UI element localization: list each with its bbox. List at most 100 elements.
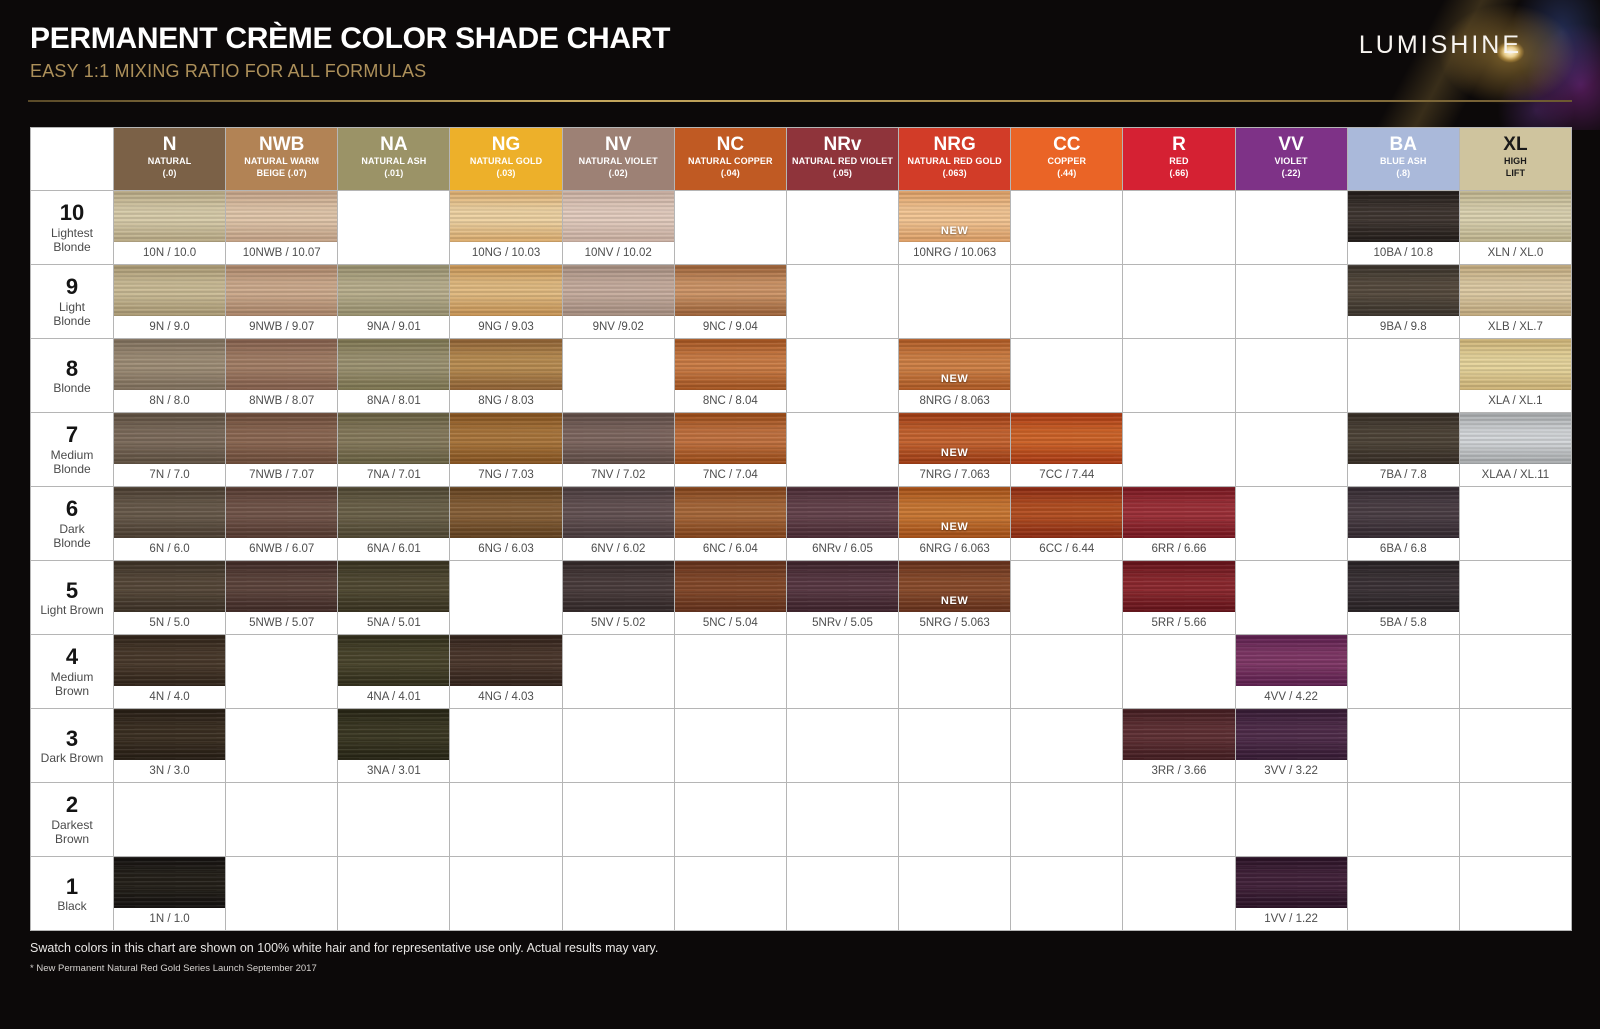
empty-cell-3-cc: [1011, 709, 1123, 782]
shade-cell-9nwb: 9NWB / 9.07: [226, 265, 338, 338]
shade-cell-7na: 7NA / 7.01: [338, 413, 450, 486]
shade-table: N NATURAL (.0) NWB NATURAL WARM BEIGE (.07) NA…: [30, 127, 1572, 931]
empty-cell-2-n: [114, 783, 226, 856]
row-label-10: 10 Lightest Blonde: [31, 191, 113, 264]
shade-code-label: 1N / 1.0: [149, 913, 190, 925]
column-header-nc: NC NATURAL COPPER (.04): [674, 128, 786, 190]
column-subtitle: (.02): [608, 167, 628, 178]
shade-code-label: 5NRv / 5.05: [812, 617, 873, 629]
hair-swatch: [1011, 487, 1123, 538]
row-level-number: 9: [65, 274, 79, 300]
hair-swatch: [674, 561, 786, 612]
column-subtitle: (.0): [162, 167, 177, 178]
hair-swatch: [226, 339, 338, 390]
empty-cell-1-nv: [562, 857, 674, 930]
shade-code-label: 6CC / 6.44: [1039, 543, 1095, 555]
row-level-name: Dark Brown: [40, 750, 104, 765]
empty-cell-1-na: [338, 857, 450, 930]
empty-cell-2-nv: [562, 783, 674, 856]
shade-code-label: 6NG / 6.03: [478, 543, 534, 555]
shade-code-label: XLN / XL.0: [1487, 247, 1544, 259]
shade-code-label: 5NRG / 5.063: [919, 617, 990, 629]
empty-cell-8-r: [1123, 339, 1235, 412]
row-level-number: 4: [65, 644, 79, 670]
shade-code-label: 9NWB / 9.07: [249, 321, 315, 333]
hair-swatch: [674, 413, 786, 464]
column-letter: N: [162, 134, 177, 155]
shade-cell-4ng: 4NG / 4.03: [450, 635, 562, 708]
shade-code-label: 5NA / 5.01: [367, 617, 421, 629]
row-level-number: 2: [65, 792, 79, 818]
column-header-nrg: NRG NATURAL RED GOLD (.063): [899, 128, 1011, 190]
row-level-number: 3: [65, 725, 79, 751]
column-subtitle: (.01): [384, 167, 404, 178]
hair-swatch: [338, 635, 450, 686]
empty-cell-7-nrv: [786, 413, 899, 486]
row-level-number: 10: [59, 200, 85, 226]
shade-code-label: 6RR / 6.66: [1151, 543, 1207, 555]
empty-cell-4-xl: [1459, 635, 1571, 708]
hair-swatch: [338, 709, 450, 760]
empty-cell-4-nv: [562, 635, 674, 708]
shade-cell-xlb: XLB / XL.7: [1459, 265, 1571, 338]
shade-code-label: 3RR / 3.66: [1151, 765, 1207, 777]
shade-cell-3vv: 3VV / 3.22: [1235, 709, 1347, 782]
shade-cell-xla: XLA / XL.1: [1459, 339, 1571, 412]
shade-cell-5nrv: 5NRv / 5.05: [786, 561, 899, 634]
shade-code-label: 4N / 4.0: [149, 691, 190, 703]
column-header-nwb: NWB NATURAL WARM BEIGE (.07): [226, 128, 338, 190]
row-level-number: 1: [65, 873, 79, 899]
empty-cell-5-vv: [1235, 561, 1347, 634]
new-badge: NEW: [940, 595, 969, 607]
column-subtitle: (.66): [1169, 167, 1189, 178]
column-header-ba: BA BLUE ASH (.8): [1347, 128, 1459, 190]
shade-code-label: 1VV / 1.22: [1264, 913, 1318, 925]
shade-cell-5nwb: 5NWB / 5.07: [226, 561, 338, 634]
hair-swatch: [338, 339, 450, 390]
empty-cell-6-xl: [1459, 487, 1571, 560]
empty-cell-9-nrv: [786, 265, 899, 338]
empty-cell-7-r: [1123, 413, 1235, 486]
empty-cell-6-vv: [1235, 487, 1347, 560]
shade-code-label: 5BA / 5.8: [1379, 617, 1427, 629]
empty-cell-10-nrv: [786, 191, 899, 264]
hair-swatch: [338, 561, 450, 612]
row-level-name: Medium Blonde: [50, 447, 94, 477]
empty-cell-7-vv: [1235, 413, 1347, 486]
shade-code-label: 10BA / 10.8: [1373, 247, 1433, 259]
empty-cell-2-cc: [1011, 783, 1123, 856]
shade-cell-6nrv: 6NRv / 6.05: [786, 487, 899, 560]
shade-code-label: 5RR / 5.66: [1151, 617, 1207, 629]
hair-swatch: [1123, 487, 1235, 538]
column-header-nv: NV NATURAL VIOLET (.02): [562, 128, 674, 190]
shade-cell-7nrg: NEW 7NRG / 7.063: [899, 413, 1011, 486]
new-badge: NEW: [940, 521, 969, 533]
row-label-7: 7 Medium Blonde: [31, 413, 113, 486]
shade-cell-3n: 3N / 3.0: [114, 709, 226, 782]
shade-cell-7n: 7N / 7.0: [114, 413, 226, 486]
hair-swatch: NEW: [899, 339, 1011, 390]
hair-swatch: [114, 413, 226, 464]
shade-cell-8nwb: 8NWB / 8.07: [226, 339, 338, 412]
shade-cell-9na: 9NA / 9.01: [338, 265, 450, 338]
column-subtitle: BLUE ASH: [1380, 155, 1427, 166]
shade-code-label: 5N / 5.0: [149, 617, 190, 629]
shade-cell-7ng: 7NG / 7.03: [450, 413, 562, 486]
shade-code-label: 9NG / 9.03: [478, 321, 534, 333]
shade-code-label: 3VV / 3.22: [1264, 765, 1318, 777]
shade-code-label: 8NA / 8.01: [367, 395, 421, 407]
shade-code-label: 5NC / 5.04: [702, 617, 758, 629]
shade-cell-6ba: 6BA / 6.8: [1347, 487, 1459, 560]
hair-swatch: [226, 413, 338, 464]
row-level-number: 6: [65, 496, 79, 522]
empty-cell-4-nrg: [899, 635, 1011, 708]
hair-swatch: [562, 487, 674, 538]
shade-code-label: 6NRG / 6.063: [919, 543, 990, 555]
column-subtitle: VIOLET: [1274, 155, 1308, 166]
row-label-5: 5 Light Brown: [31, 561, 113, 634]
empty-cell-9-vv: [1235, 265, 1347, 338]
shade-code-label: 7CC / 7.44: [1039, 469, 1095, 481]
hair-swatch: [450, 487, 562, 538]
column-letter: NRG: [933, 134, 976, 155]
shade-code-label: 6BA / 6.8: [1379, 543, 1427, 555]
